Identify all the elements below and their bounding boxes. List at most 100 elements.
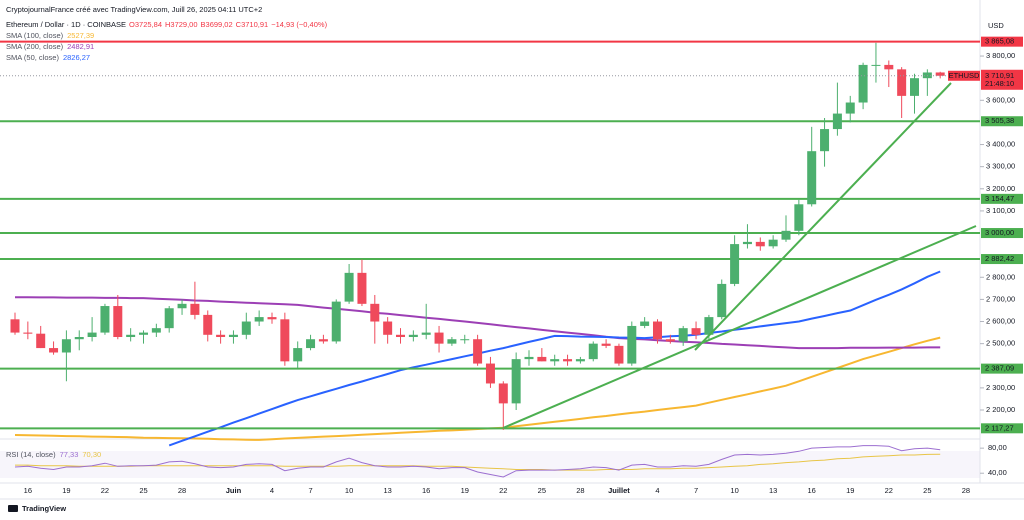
- level-label: 3 505,38: [985, 116, 1014, 125]
- x-tick-label: Juillet: [608, 486, 630, 495]
- candle-body: [49, 348, 59, 353]
- ohlc-change: −14,93 (−0,40%): [271, 20, 327, 29]
- sma-line: [168, 270, 941, 447]
- legend-name: SMA (50, close): [6, 53, 59, 62]
- candle-body: [755, 241, 765, 247]
- candle-body: [203, 314, 213, 335]
- level-label-bg: [981, 423, 1023, 434]
- x-tick-label: 19: [846, 486, 854, 495]
- credit: CryptojournalFrance créé avec TradingVie…: [6, 5, 262, 14]
- y-tick-label: 3 100,00: [986, 206, 1015, 215]
- candle-body: [730, 244, 740, 284]
- x-tick-label: 13: [383, 486, 391, 495]
- legend-value: 2826,27: [63, 53, 90, 62]
- price-tag-value: 3 710,91: [985, 71, 1014, 80]
- candle-body: [781, 230, 791, 240]
- candle-body: [190, 303, 200, 315]
- y-tick-label: 3 600,00: [986, 95, 1015, 104]
- rsi-tick-label: 80,00: [988, 443, 1007, 452]
- y-tick-label: 2 800,00: [986, 272, 1015, 281]
- symbol-tag: ETHUSD: [949, 71, 980, 80]
- candle-body: [653, 321, 662, 340]
- candle-body: [383, 321, 393, 335]
- candle-body: [421, 332, 431, 335]
- candle-body: [36, 333, 46, 349]
- symbol: Ethereum / Dollar · 1D · COINBASE: [6, 20, 126, 29]
- candle-body: [691, 328, 701, 335]
- x-tick-label: 7: [694, 486, 698, 495]
- rsi-tick-label: 40,00: [988, 468, 1007, 477]
- candle-body: [884, 64, 894, 70]
- x-tick-label: 28: [962, 486, 970, 495]
- candle-body: [61, 339, 71, 353]
- x-tick-label: 16: [808, 486, 816, 495]
- sma-line: [15, 296, 941, 350]
- price-tag-bg: [981, 69, 1023, 90]
- level-label: 2 882,42: [985, 254, 1014, 263]
- level-label: 3 865,08: [985, 37, 1014, 46]
- candle-body: [614, 345, 624, 364]
- candle-body: [228, 334, 238, 338]
- candle-body: [113, 306, 123, 338]
- candle-body: [460, 339, 470, 341]
- x-tick-label: 25: [923, 486, 931, 495]
- candle-body: [935, 72, 945, 76]
- level-label-bg: [981, 193, 1023, 204]
- candle-body: [832, 113, 842, 130]
- candle-body: [344, 272, 354, 302]
- x-tick-label: 28: [178, 486, 186, 495]
- candle-body: [10, 319, 20, 333]
- candle-body: [717, 283, 727, 318]
- candle-body: [177, 303, 187, 309]
- logo-text: TradingView: [22, 504, 66, 513]
- x-tick-label: 4: [655, 486, 659, 495]
- candle-body: [640, 321, 650, 326]
- legend-value: 2482,91: [67, 42, 94, 51]
- trend-line: [694, 82, 952, 351]
- rsi-value: 77,33: [60, 450, 79, 459]
- y-tick-label: 3 200,00: [986, 184, 1015, 193]
- candle-body: [357, 272, 367, 304]
- rsi-legend: RSI (14, close) 77,33 70,30: [6, 450, 101, 459]
- x-tick-label: 22: [499, 486, 507, 495]
- candle-body: [601, 343, 611, 346]
- ohlc-open: O3725,84: [129, 20, 162, 29]
- candle-body: [588, 343, 598, 360]
- candle-body: [370, 303, 380, 322]
- candle-body: [524, 356, 534, 360]
- candle-body: [306, 339, 316, 349]
- y-tick-label: 3 400,00: [986, 140, 1015, 149]
- x-tick-label: 25: [139, 486, 147, 495]
- level-label: 2 117,27: [985, 423, 1014, 432]
- legend-value: 2527,39: [67, 31, 94, 40]
- level-label-bg: [981, 36, 1023, 47]
- ohlc-low: B3699,02: [201, 20, 233, 29]
- x-tick-label: 10: [730, 486, 738, 495]
- candle-body: [794, 204, 804, 231]
- candle-body: [704, 317, 714, 335]
- candle-body: [23, 332, 33, 334]
- x-tick-label: 16: [24, 486, 32, 495]
- candle-body: [511, 359, 521, 404]
- x-tick-label: 16: [422, 486, 430, 495]
- candle-body: [293, 348, 303, 362]
- rsi-ma-value: 70,30: [82, 450, 101, 459]
- candle-body: [74, 337, 84, 340]
- candle-body: [665, 339, 675, 342]
- y-tick-label: 3 800,00: [986, 51, 1015, 60]
- legend-name: SMA (200, close): [6, 42, 64, 51]
- level-label-bg: [981, 254, 1023, 265]
- currency: USD: [988, 21, 1004, 30]
- trend-line: [502, 225, 977, 429]
- rsi-line: [14, 445, 941, 478]
- level-label: 2 387,09: [985, 364, 1014, 373]
- candle-body: [627, 325, 637, 364]
- y-tick-label: 2 600,00: [986, 317, 1015, 326]
- candle-body: [280, 319, 290, 362]
- y-tick-label: 2 300,00: [986, 383, 1015, 392]
- candle-body: [678, 328, 688, 342]
- x-tick-label: 22: [101, 486, 109, 495]
- candle-body: [807, 151, 817, 205]
